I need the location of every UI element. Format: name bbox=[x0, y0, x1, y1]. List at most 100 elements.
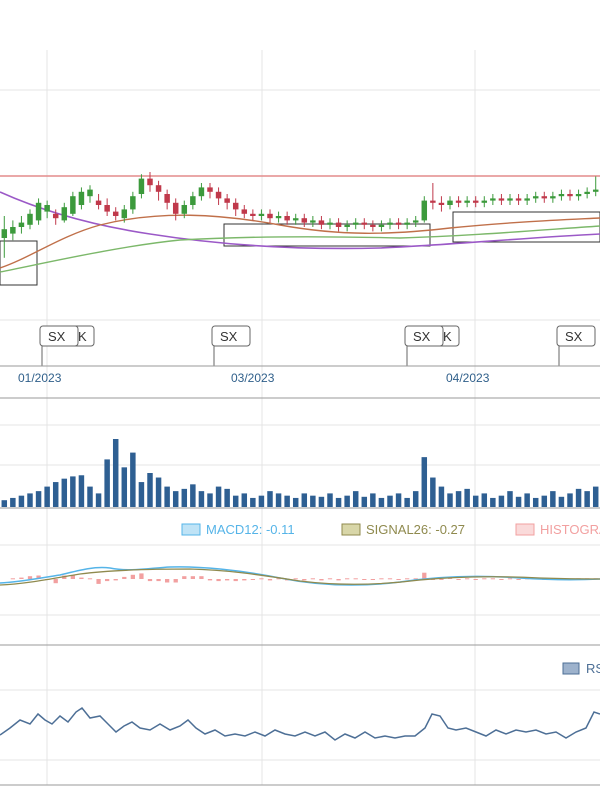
macd-histogram-bar bbox=[182, 576, 187, 579]
volume-bar bbox=[481, 493, 488, 507]
macd-histogram-bar bbox=[36, 575, 41, 579]
volume-bar bbox=[181, 488, 188, 507]
candle-body bbox=[172, 202, 179, 214]
macd-histogram-bar bbox=[216, 579, 221, 582]
volume-bar bbox=[190, 484, 196, 507]
rsi-line bbox=[0, 706, 600, 741]
volume-bar bbox=[352, 491, 359, 507]
macd-histogram-bar bbox=[173, 579, 178, 583]
volume-bar bbox=[498, 495, 505, 507]
sx-marker[interactable]: SX bbox=[211, 325, 251, 366]
candle-body bbox=[224, 198, 230, 203]
green-ma-line bbox=[0, 225, 600, 273]
volume-bar bbox=[567, 493, 573, 507]
volume-bar bbox=[387, 495, 393, 507]
macd-histogram-bar bbox=[70, 575, 75, 579]
sx-marker-label: SX bbox=[220, 329, 238, 344]
candle-body bbox=[464, 200, 470, 203]
macd-histogram-bar bbox=[387, 578, 393, 580]
candle-body bbox=[318, 220, 325, 225]
candle-body bbox=[27, 213, 33, 225]
macd-histogram-bar bbox=[199, 576, 204, 579]
rsi-legend-label: RSI bbox=[586, 661, 600, 676]
candle-body bbox=[515, 198, 522, 201]
macd-histogram-bar bbox=[122, 576, 127, 579]
volume-bar bbox=[421, 457, 428, 507]
candle-body bbox=[344, 224, 350, 227]
candle-body bbox=[198, 187, 205, 197]
sx-marker-box bbox=[556, 325, 596, 347]
candle-body bbox=[112, 211, 119, 216]
candle-body bbox=[258, 213, 265, 216]
macd-histogram-bar bbox=[507, 578, 513, 580]
volume-bar bbox=[361, 496, 368, 507]
macd-histogram-bar bbox=[156, 579, 161, 582]
x-tick-label: 03/2023 bbox=[231, 371, 275, 385]
sx-marker[interactable]: K SX bbox=[404, 325, 460, 366]
signal-legend-swatch bbox=[341, 523, 361, 536]
macd-histogram-bar bbox=[267, 579, 273, 581]
volume-bar bbox=[267, 491, 273, 507]
volume-bar bbox=[550, 491, 556, 507]
volume-bar bbox=[464, 488, 470, 507]
candle-body bbox=[455, 200, 462, 203]
sx-marker[interactable]: SX bbox=[556, 325, 596, 366]
candle-body bbox=[267, 213, 273, 219]
volume-bar bbox=[370, 493, 376, 507]
macd-histogram-bar bbox=[336, 579, 341, 581]
macd-histogram-bar bbox=[10, 578, 15, 580]
volume-bar bbox=[52, 482, 59, 507]
candle-body bbox=[361, 222, 368, 225]
volume-bar bbox=[104, 459, 110, 507]
macd-histogram-bar bbox=[113, 579, 118, 581]
volume-bar bbox=[18, 495, 25, 507]
macd-histogram-bar bbox=[345, 578, 350, 580]
candle-body bbox=[147, 178, 153, 186]
candle-body bbox=[1, 229, 8, 238]
volume-bar bbox=[44, 486, 50, 507]
volume-bar bbox=[78, 475, 85, 507]
macd-legend: MACD12: -0.11 SIGNAL26: -0.27 HISTOGRAM bbox=[181, 522, 600, 537]
macd-histogram-bar bbox=[242, 579, 247, 581]
macd-histogram-bar bbox=[396, 579, 401, 580]
volume-bar bbox=[95, 493, 102, 507]
macd-histogram-bar bbox=[233, 579, 238, 582]
volume-bar bbox=[224, 488, 230, 507]
macd-histogram-bar bbox=[165, 579, 170, 583]
candle-body bbox=[532, 196, 539, 199]
candle-body bbox=[567, 194, 573, 197]
candle-body bbox=[395, 222, 402, 225]
macd-histogram-bar bbox=[370, 579, 375, 580]
volume-bar bbox=[292, 497, 299, 507]
signal-legend-label: SIGNAL26: -0.27 bbox=[366, 522, 465, 537]
volume-bar bbox=[164, 486, 170, 507]
volume-bar bbox=[412, 491, 419, 507]
candle-body bbox=[130, 196, 136, 210]
volume-bar bbox=[284, 495, 290, 507]
candles-group bbox=[1, 172, 599, 258]
macd-histogram-bar bbox=[130, 574, 135, 579]
candle-body bbox=[232, 202, 239, 210]
candle-body bbox=[164, 194, 170, 203]
macd-histogram-bar bbox=[225, 579, 230, 581]
candle-body bbox=[412, 220, 419, 223]
signal-line bbox=[0, 568, 600, 586]
histogram-legend-swatch bbox=[515, 523, 535, 536]
candle-body bbox=[241, 209, 248, 214]
sx-marker[interactable]: K SX bbox=[39, 325, 95, 366]
volume-bar bbox=[172, 491, 179, 507]
sx-marker-suffix: K bbox=[443, 329, 452, 344]
macd-histogram-bar bbox=[293, 578, 298, 580]
macd-histogram-bar bbox=[353, 578, 358, 580]
macd-histogram-bar bbox=[516, 579, 521, 580]
volume-bar bbox=[232, 495, 239, 507]
candle-body bbox=[275, 216, 282, 219]
volume-bar bbox=[327, 493, 333, 507]
volume-bar bbox=[1, 500, 8, 507]
candle-body bbox=[584, 191, 590, 194]
candle-body bbox=[250, 213, 256, 216]
purple-ma-line bbox=[0, 191, 600, 250]
candle-body bbox=[524, 198, 530, 201]
candle-body bbox=[430, 200, 436, 203]
